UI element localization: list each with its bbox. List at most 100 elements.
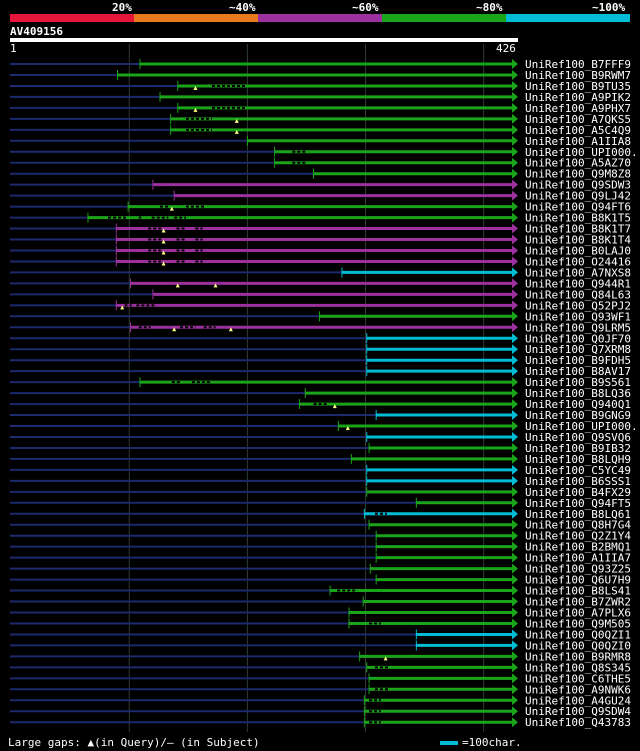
hit-arrow (512, 256, 518, 267)
hit-label: UniRef100_B8AV17 (525, 365, 631, 378)
hit-arrow (512, 388, 518, 399)
hit-label: UniRef100_Q9M8Z8 (525, 168, 631, 181)
scale-band-purple (258, 14, 382, 22)
hit-label: UniRef100_A1IIA7 (525, 552, 631, 565)
query-gap-marker (161, 228, 166, 233)
scale-band-cyan (506, 14, 630, 22)
hit-arrow (512, 311, 518, 322)
hit-label: UniRef100_Q944R1 (525, 277, 631, 290)
hit-label: UniRef100_Q9M505 (525, 617, 631, 630)
hit-arrow (512, 431, 518, 442)
hit-label: UniRef100_Q94FT6 (525, 201, 631, 214)
hit-label: UniRef100_A5AZ70 (525, 157, 631, 170)
hit-arrow (512, 574, 518, 585)
query-gap-marker (345, 426, 350, 431)
scale-band-orange (134, 14, 258, 22)
hit-label: UniRef100_Q8H7G4 (525, 519, 631, 532)
hit-arrow (512, 91, 518, 102)
hit-arrow (512, 190, 518, 201)
query-gap-marker (169, 206, 174, 211)
hit-label: UniRef100_Q940Q1 (525, 398, 631, 411)
hit-arrow (512, 135, 518, 146)
hit-arrow (512, 410, 518, 421)
hit-label: UniRef100_Q7XRM8 (525, 343, 631, 356)
query-gap-marker (161, 261, 166, 266)
hit-arrow (512, 629, 518, 640)
hit-label: UniRef100_B8LQH9 (525, 453, 631, 466)
hit-label: UniRef100_Q43783 (525, 716, 631, 729)
hit-label: UniRef100_O24416 (525, 255, 631, 268)
hit-arrow (512, 651, 518, 662)
hit-arrow (512, 706, 518, 717)
legend-scale-text: =100char. (462, 736, 522, 749)
hit-label: UniRef100_UPI000.. (525, 146, 640, 159)
hit-arrow (512, 377, 518, 388)
hit-label: UniRef100_Q2Z1Y4 (525, 530, 631, 543)
hit-label: UniRef100_B0LAJ0 (525, 244, 631, 257)
hit-label: UniRef100_A7QKS5 (525, 113, 631, 126)
hit-arrow (512, 618, 518, 629)
hit-arrow (512, 530, 518, 541)
hit-arrow (512, 662, 518, 673)
query-ruler (10, 38, 518, 42)
query-gap-marker (228, 327, 233, 332)
hit-label: UniRef100_B8K1T4 (525, 234, 631, 247)
hit-arrow (512, 607, 518, 618)
hit-arrow (512, 245, 518, 256)
hit-arrow (512, 344, 518, 355)
query-gap-marker (213, 283, 218, 288)
query-gap-marker (175, 283, 180, 288)
hit-arrow (512, 399, 518, 410)
legend-scale-bar (440, 741, 458, 745)
scale-band-green (382, 14, 506, 22)
hit-label: UniRef100_B7ZWR2 (525, 596, 631, 609)
hit-arrow (512, 421, 518, 432)
scale-label-80: ~80% (476, 1, 503, 14)
ruler-end-label: 426 (496, 42, 516, 55)
query-title: AV409156 (10, 25, 63, 38)
hit-label: UniRef100_B9GNG9 (525, 409, 631, 422)
hit-label: UniRef100_A7NXS8 (525, 266, 631, 279)
query-gap-marker (383, 656, 388, 661)
hit-arrow (512, 519, 518, 530)
query-gap-marker (120, 305, 125, 310)
hit-arrow (512, 541, 518, 552)
hit-arrow (512, 234, 518, 245)
hit-arrow (512, 201, 518, 212)
hit-arrow (512, 355, 518, 366)
hit-arrow (512, 366, 518, 377)
hit-label: UniRef100_Q8S345 (525, 661, 631, 674)
hit-label: UniRef100_B9RWM7 (525, 69, 631, 82)
hit-label: UniRef100_B9RMR8 (525, 650, 631, 663)
hit-label: UniRef100_C5YC49 (525, 464, 631, 477)
hit-arrow (512, 69, 518, 80)
query-gap-marker (193, 85, 198, 90)
ruler-start-label: 1 (10, 42, 17, 55)
hit-label: UniRef100_B9TU35 (525, 80, 631, 93)
query-gap-marker (161, 239, 166, 244)
scale-band-red (10, 14, 134, 22)
hit-label: UniRef100_Q0QZI0 (525, 639, 631, 652)
hit-label: UniRef100_B4FX29 (525, 486, 631, 499)
hit-arrow (512, 552, 518, 563)
query-gap-marker (172, 327, 177, 332)
query-gap-marker (332, 404, 337, 409)
hit-arrow (512, 563, 518, 574)
hit-label: UniRef100_A9PIK2 (525, 91, 631, 104)
hit-label: UniRef100_Q0JF70 (525, 332, 631, 345)
hit-arrow (512, 333, 518, 344)
hit-arrow (512, 102, 518, 113)
hit-label: UniRef100_Q93WF1 (525, 310, 631, 323)
hit-label: UniRef100_UPI000.. (525, 420, 640, 433)
hit-arrow (512, 267, 518, 278)
hit-arrow (512, 113, 518, 124)
hit-arrow (512, 475, 518, 486)
hit-label: UniRef100_A9NWK6 (525, 683, 631, 696)
hit-arrow (512, 464, 518, 475)
hit-label: UniRef100_Q9LRM5 (525, 321, 631, 334)
hit-label: UniRef100_A7PLX6 (525, 607, 631, 620)
hit-label: UniRef100_Q52PJ2 (525, 299, 631, 312)
hit-arrow (512, 168, 518, 179)
legend-gaps: Large gaps: ▲(in Query)/– (in Subject) (8, 736, 260, 749)
